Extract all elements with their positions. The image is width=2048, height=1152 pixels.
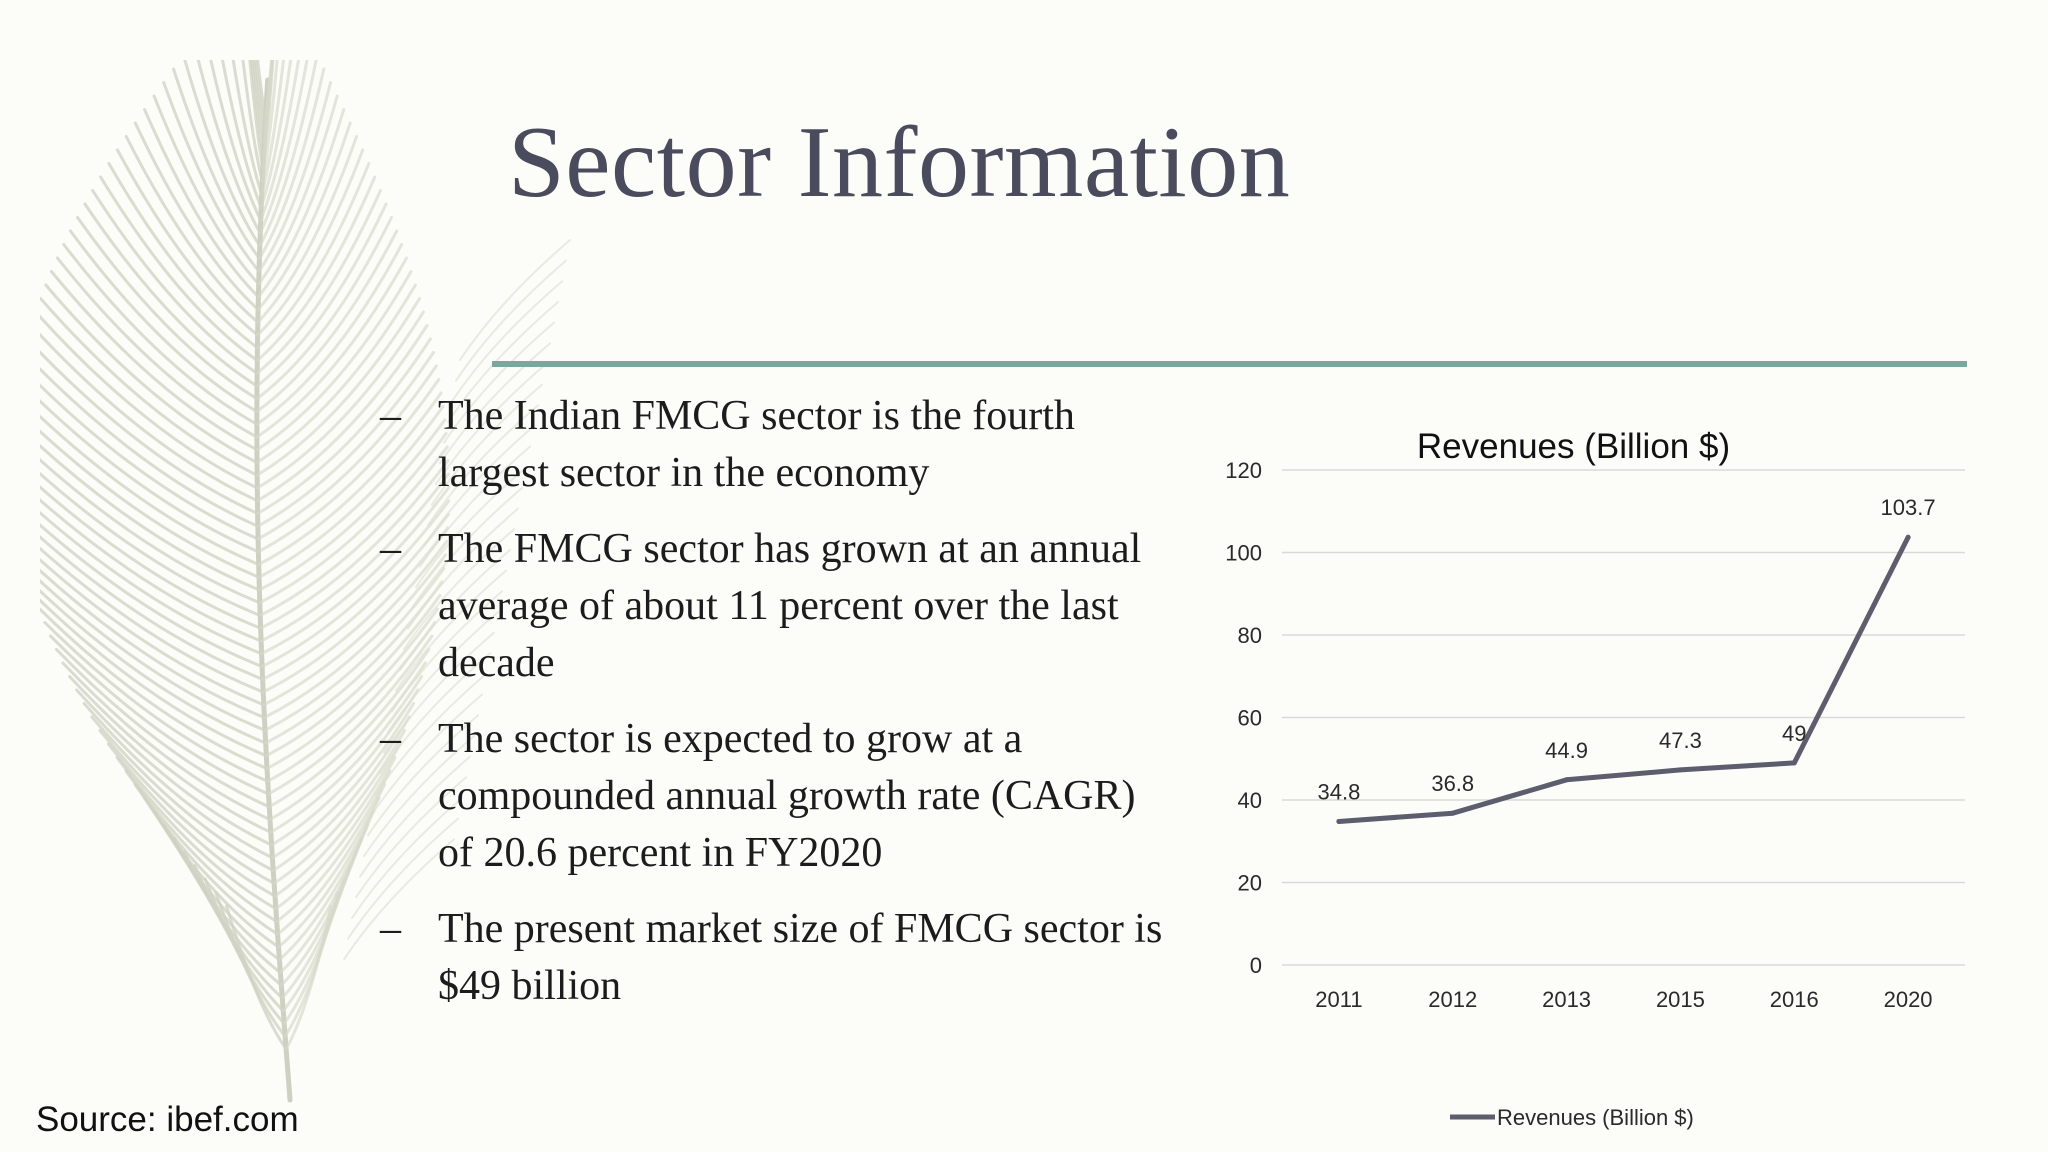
- bullet-list: – The Indian FMCG sector is the fourth la…: [380, 388, 1180, 1034]
- y-tick-label: 60: [1238, 706, 1262, 731]
- x-tick-label: 2016: [1770, 987, 1819, 1012]
- legend-label: Revenues (Billion $): [1497, 1105, 1694, 1130]
- bullet-dash: –: [380, 716, 401, 762]
- data-label: 103.7: [1881, 495, 1936, 520]
- data-label: 44.9: [1545, 738, 1588, 763]
- y-tick-label: 120: [1225, 458, 1262, 483]
- data-point: [1905, 534, 1911, 540]
- x-tick-label: 2015: [1656, 987, 1705, 1012]
- bullet-text: The present market size of FMCG sector i…: [438, 906, 1163, 1009]
- y-tick-label: 100: [1225, 541, 1262, 566]
- data-point: [1564, 777, 1570, 783]
- bullet-dash: –: [380, 526, 401, 572]
- x-tick-label: 2011: [1315, 987, 1362, 1012]
- bullet-item: – The sector is expected to grow at a com…: [380, 711, 1180, 882]
- feather-decoration: [40, 60, 571, 1103]
- bullet-dash: –: [380, 906, 401, 952]
- data-label: 36.8: [1431, 771, 1474, 796]
- y-tick-label: 20: [1238, 871, 1262, 896]
- bullet-item: – The present market size of FMCG sector …: [380, 901, 1180, 1015]
- x-tick-label: 2013: [1542, 987, 1591, 1012]
- data-label: 34.8: [1318, 779, 1361, 804]
- y-tick-label: 40: [1238, 788, 1262, 813]
- bullet-text: The sector is expected to grow at a comp…: [438, 716, 1136, 876]
- series-line: [1336, 534, 1911, 824]
- bullet-dash: –: [380, 393, 401, 439]
- slide-title: Sector Information: [508, 106, 1291, 219]
- bullet-item: – The FMCG sector has grown at an annual …: [380, 521, 1180, 692]
- x-tick-label: 2020: [1884, 987, 1933, 1012]
- bullet-text: The Indian FMCG sector is the fourth lar…: [438, 393, 1075, 496]
- data-label: 49: [1782, 721, 1806, 746]
- bullet-text: The FMCG sector has grown at an annual a…: [438, 526, 1142, 686]
- data-label: 47.3: [1659, 728, 1702, 753]
- data-point: [1450, 810, 1456, 816]
- data-point: [1677, 767, 1683, 773]
- data-point: [1336, 818, 1342, 824]
- data-point: [1791, 760, 1797, 766]
- title-divider: [492, 361, 1967, 367]
- y-tick-label: 80: [1238, 623, 1262, 648]
- source-note: Source: ibef.com: [36, 1100, 299, 1139]
- bullet-item: – The Indian FMCG sector is the fourth la…: [380, 388, 1180, 502]
- y-tick-label: 0: [1250, 953, 1262, 978]
- x-tick-label: 2012: [1428, 987, 1477, 1012]
- chart-title: Revenues (Billion $): [1417, 427, 1730, 466]
